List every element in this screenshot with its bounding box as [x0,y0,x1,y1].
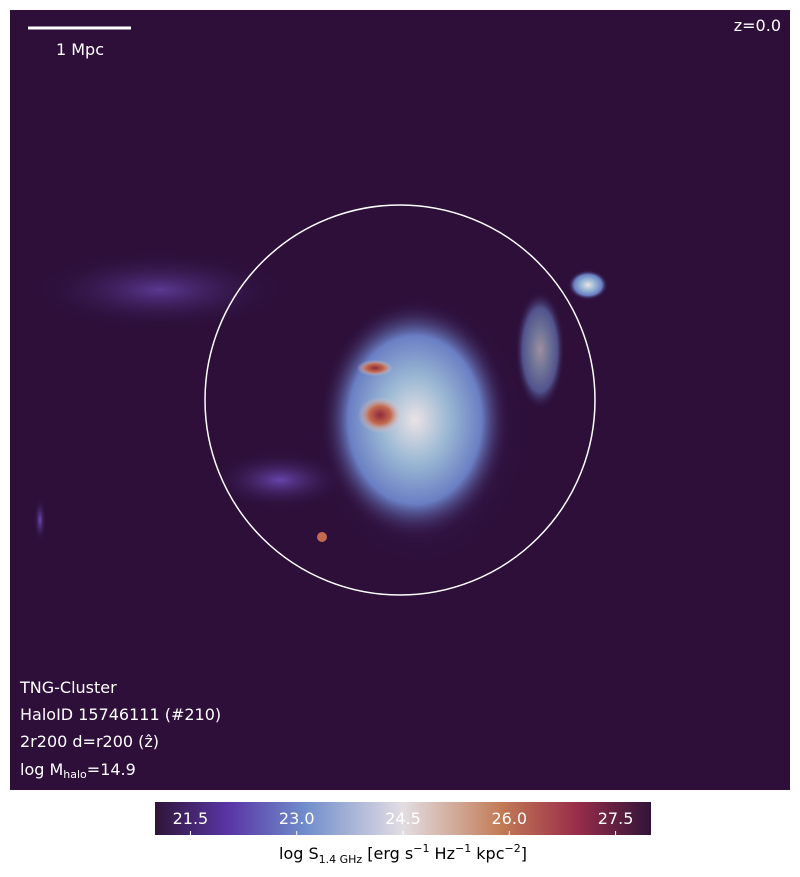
r200-circle [204,204,596,596]
colorbar-tick-label: 23.0 [279,809,315,828]
colorbar [155,802,651,835]
subscript: halo [63,768,87,781]
text-part: =14.9 [87,760,136,779]
emission-blob [568,270,608,300]
emission-blob [34,498,46,542]
emission-core [358,397,402,433]
colorbar-tick-label: 26.0 [491,809,527,828]
colorbar-tick-label: 24.5 [385,809,421,828]
text-part: ] [521,844,527,863]
emission [30,250,608,570]
text-part: kpc [471,844,504,863]
colorbar-ticks: 21.5 23.0 24.5 26.0 27.5 [173,809,634,835]
emission-core [357,360,393,376]
text-part: log S [279,844,319,863]
colorbar-tick-label: 27.5 [598,809,634,828]
colorbar-tick-label: 21.5 [173,809,209,828]
superscript: −1 [413,842,429,855]
info-line: log Mhalo=14.9 [20,760,136,781]
superscript: −2 [505,842,521,855]
subscript: 1.4 GHz [319,853,363,866]
info-line: HaloID 15746111 (#210) [20,705,221,724]
scale-bar-label: 1 Mpc [56,40,104,59]
text-part: log M [20,760,63,779]
emission-blob [30,250,290,330]
emission-blob [320,300,510,540]
info-line: TNG-Cluster [19,678,117,697]
emission-source [317,532,327,542]
superscript: −1 [455,842,471,855]
text-part: [erg s [362,844,413,863]
info-line: 2r200 d=r200 (ẑ) [20,732,159,751]
redshift: z=0.0 [734,16,781,35]
emission-blob [515,290,565,410]
text-part: Hz [429,844,455,863]
colorbar-label: log S1.4 GHz [erg s−1 Hz−1 kpc−2] [279,842,527,866]
